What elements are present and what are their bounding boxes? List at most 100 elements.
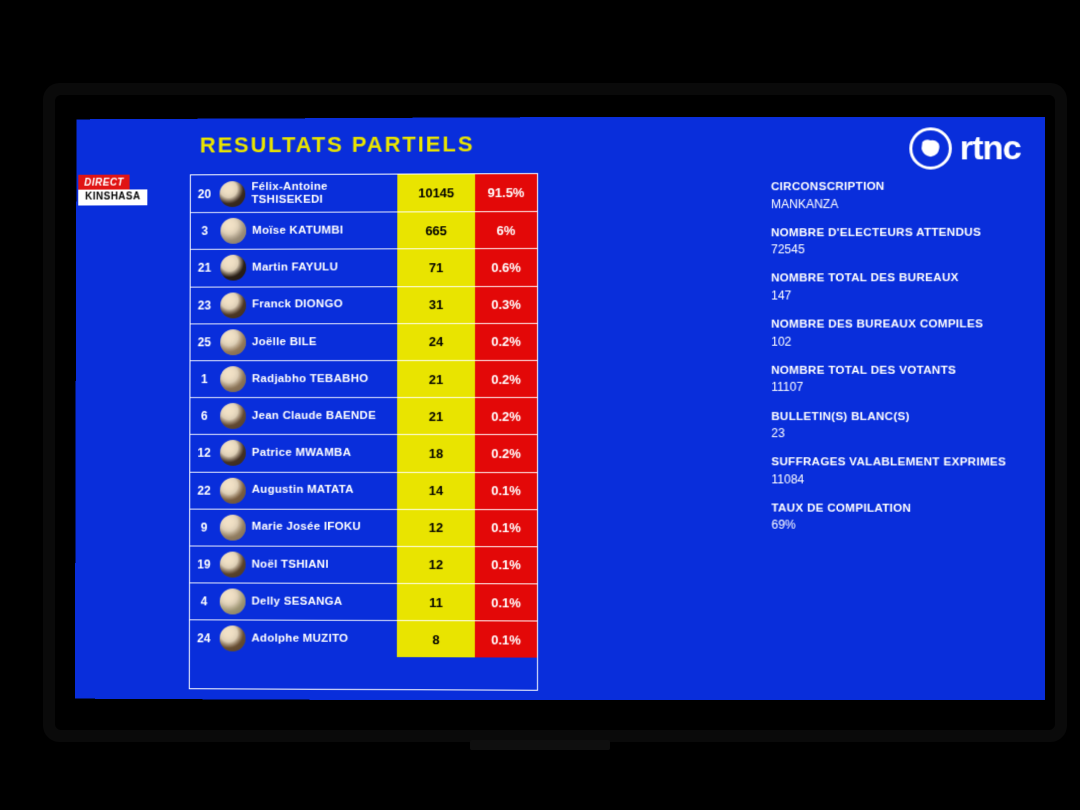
candidate-number: 4 bbox=[194, 595, 214, 609]
votes-cell: 8 bbox=[397, 620, 475, 658]
percent-cell: 0.1% bbox=[475, 583, 537, 620]
candidate-number: 23 bbox=[195, 298, 215, 312]
avatar bbox=[220, 626, 246, 652]
results-table: 20 Félix-Antoine TSHISEKEDI 3 Moïse KATUMBI… bbox=[189, 173, 538, 691]
candidate-number: 25 bbox=[194, 335, 214, 349]
candidate-name: Moïse KATUMBI bbox=[252, 225, 343, 238]
stat-label: CIRCONSCRIPTION bbox=[771, 179, 1009, 195]
percent-cell: 0.6% bbox=[475, 248, 537, 285]
candidate-name: Jean Claude BAENDE bbox=[252, 410, 376, 423]
candidate-name: Augustin MATATA bbox=[252, 484, 354, 497]
percent-cell: 0.2% bbox=[475, 397, 537, 434]
stat-item: SUFFRAGES VALABLEMENT EXPRIMES11084 bbox=[771, 455, 1009, 487]
candidate-number: 20 bbox=[195, 187, 214, 201]
avatar bbox=[220, 514, 246, 540]
candidate-number: 24 bbox=[194, 632, 214, 646]
candidate-name: Adolphe MUZITO bbox=[251, 633, 348, 646]
stats-panel: CIRCONSCRIPTIONMANKANZA NOMBRE D'ELECTEUR… bbox=[771, 179, 1010, 548]
live-city: KINSHASA bbox=[78, 189, 147, 205]
candidate-row: 4 Delly SESANGA bbox=[190, 582, 397, 620]
votes-cell: 665 bbox=[397, 211, 475, 248]
votes-cell: 12 bbox=[397, 509, 475, 546]
votes-cell: 21 bbox=[397, 360, 475, 397]
avatar bbox=[220, 589, 246, 615]
stat-value: 69% bbox=[771, 517, 1009, 534]
candidate-number: 9 bbox=[194, 520, 214, 534]
stat-item: TAUX DE COMPILATION69% bbox=[771, 501, 1009, 533]
candidate-row: 1 Radjabho TEBABHO bbox=[190, 360, 397, 397]
avatar bbox=[220, 366, 246, 392]
candidate-row: 21 Martin FAYULU bbox=[191, 249, 398, 286]
candidate-number: 22 bbox=[194, 483, 214, 497]
votes-cell: 10145 bbox=[397, 174, 475, 211]
candidate-number: 3 bbox=[195, 224, 215, 238]
votes-cell: 24 bbox=[397, 323, 475, 360]
candidate-row: 12 Patrice MWAMBA bbox=[190, 434, 397, 471]
candidate-name: Martin FAYULU bbox=[252, 262, 338, 275]
avatar bbox=[220, 552, 246, 578]
stat-label: NOMBRE D'ELECTEURS ATTENDUS bbox=[771, 225, 1009, 241]
live-badge: DIRECT KINSHASA bbox=[78, 178, 147, 205]
col-percent: 91.5%6%0.6%0.3%0.2%0.2%0.2%0.2%0.1%0.1%0… bbox=[475, 174, 537, 690]
logo-ring-icon bbox=[909, 127, 952, 169]
stat-label: SUFFRAGES VALABLEMENT EXPRIMES bbox=[771, 455, 1009, 471]
candidate-number: 1 bbox=[194, 372, 214, 386]
candidate-number: 21 bbox=[195, 261, 215, 275]
stat-label: BULLETIN(S) BLANC(S) bbox=[771, 410, 1009, 426]
votes-cell: 18 bbox=[397, 434, 475, 471]
votes-cell: 31 bbox=[397, 286, 475, 323]
votes-cell: 21 bbox=[397, 397, 475, 434]
votes-cell: 71 bbox=[397, 249, 475, 286]
candidate-row: 3 Moïse KATUMBI bbox=[191, 212, 398, 250]
candidate-row: 19 Noël TSHIANI bbox=[190, 545, 397, 583]
logo-text: rtnc bbox=[960, 128, 1021, 167]
candidate-name: Patrice MWAMBA bbox=[252, 447, 352, 460]
candidate-row: 24 Adolphe MUZITO bbox=[190, 620, 397, 658]
tv-screen: RESULTATS PARTIELS DIRECT KINSHASA rtnc bbox=[73, 117, 1045, 700]
candidate-name: Delly SESANGA bbox=[252, 595, 343, 608]
stat-value: 23 bbox=[771, 425, 1009, 441]
map-icon bbox=[917, 135, 943, 161]
percent-cell: 0.2% bbox=[475, 323, 537, 360]
avatar bbox=[220, 440, 246, 466]
percent-cell: 0.1% bbox=[475, 546, 537, 583]
avatar bbox=[220, 329, 246, 355]
stat-value: 102 bbox=[771, 333, 1009, 350]
avatar bbox=[220, 292, 246, 318]
col-votes: 10145665713124212118141212118 bbox=[397, 174, 475, 689]
percent-cell: 0.2% bbox=[475, 360, 537, 397]
percent-cell: 0.3% bbox=[475, 286, 537, 323]
candidate-number: 6 bbox=[194, 409, 214, 423]
stat-value: 11107 bbox=[771, 379, 1009, 395]
candidate-row: 25 Joëlle BILE bbox=[190, 323, 397, 360]
candidate-row: 22 Augustin MATATA bbox=[190, 471, 397, 508]
candidate-number: 12 bbox=[194, 446, 214, 460]
candidate-name: Noël TSHIANI bbox=[252, 558, 329, 571]
stat-item: BULLETIN(S) BLANC(S)23 bbox=[771, 410, 1009, 442]
candidate-name: Joëlle BILE bbox=[252, 336, 317, 349]
stat-value: 147 bbox=[771, 287, 1009, 304]
stat-value: 11084 bbox=[771, 471, 1009, 488]
stat-value: MANKANZA bbox=[771, 195, 1009, 212]
candidate-number: 19 bbox=[194, 557, 214, 571]
stat-label: NOMBRE TOTAL DES VOTANTS bbox=[771, 363, 1009, 379]
percent-cell: 0.1% bbox=[475, 509, 537, 546]
candidate-row: 20 Félix-Antoine TSHISEKEDI bbox=[191, 175, 398, 213]
votes-cell: 11 bbox=[397, 583, 475, 620]
candidate-row: 6 Jean Claude BAENDE bbox=[190, 397, 397, 434]
percent-cell: 0.1% bbox=[475, 621, 537, 659]
avatar bbox=[220, 255, 246, 281]
stat-value: 72545 bbox=[771, 241, 1009, 258]
candidate-name: Félix-Antoine TSHISEKEDI bbox=[252, 181, 398, 207]
candidate-name: Marie Josée IFOKU bbox=[252, 521, 361, 534]
candidate-row: 9 Marie Josée IFOKU bbox=[190, 508, 397, 546]
stat-item: CIRCONSCRIPTIONMANKANZA bbox=[771, 179, 1009, 212]
avatar bbox=[220, 477, 246, 503]
stat-label: TAUX DE COMPILATION bbox=[771, 501, 1009, 517]
votes-cell: 12 bbox=[397, 546, 475, 583]
avatar bbox=[220, 181, 246, 207]
stat-item: NOMBRE TOTAL DES VOTANTS11107 bbox=[771, 363, 1009, 395]
col-candidate: 20 Félix-Antoine TSHISEKEDI 3 Moïse KATUMBI… bbox=[190, 175, 398, 690]
candidate-name: Radjabho TEBABHO bbox=[252, 373, 369, 386]
tv-stand bbox=[470, 740, 610, 750]
